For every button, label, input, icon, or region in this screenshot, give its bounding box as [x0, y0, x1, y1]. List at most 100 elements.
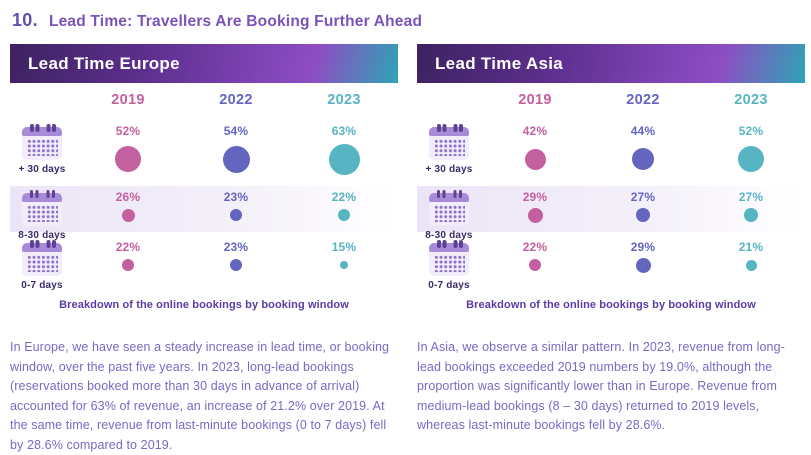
bubble — [744, 208, 758, 222]
bubble — [328, 143, 360, 175]
bubble — [230, 209, 242, 221]
value-cell: 29% — [481, 190, 589, 226]
value-cell: 15% — [290, 240, 398, 276]
bubble-box — [121, 204, 135, 226]
bubble-box — [230, 254, 242, 276]
calendar-rings — [30, 124, 34, 132]
bubble — [632, 148, 654, 170]
bubble — [340, 261, 348, 269]
panel-asia-header: Lead Time Asia — [417, 44, 805, 83]
bubble — [745, 259, 757, 271]
row-label: 0-7 days — [21, 280, 63, 291]
calendar-grid — [433, 205, 465, 222]
row-label-cell: + 30 days — [18, 124, 65, 175]
value-cell: 21% — [697, 240, 805, 276]
row-0-7-days: 0-7 days 22% 29% 21% — [417, 232, 805, 291]
bubble — [115, 146, 141, 172]
europe-paragraph: In Europe, we have seen a steady increas… — [10, 340, 390, 452]
calendar-grid — [26, 205, 58, 222]
year-label-2019: 2019 — [111, 92, 145, 108]
row-label-cell: 0-7 days — [428, 240, 470, 291]
bubble-box — [527, 204, 543, 226]
bubble — [529, 259, 541, 271]
percentage-label: 29% — [630, 240, 656, 254]
bubble-box — [744, 204, 758, 226]
year-label-2023: 2023 — [327, 92, 361, 108]
calendar-icon — [22, 240, 62, 276]
percentage-label: 29% — [522, 190, 548, 204]
percentage-label: 23% — [223, 190, 249, 204]
percentage-label: 22% — [115, 240, 141, 254]
value-cell: 44% — [589, 124, 697, 180]
percentage-label: 27% — [738, 190, 764, 204]
panel-europe-title: Lead Time Europe — [28, 53, 180, 73]
value-cell: 27% — [589, 190, 697, 226]
row-label: 8-30 days — [18, 230, 66, 241]
bubble-box — [122, 254, 134, 276]
calendar-icon — [428, 190, 469, 226]
value-cell: 27% — [697, 190, 805, 226]
panel-asia-title: Lead Time Asia — [435, 53, 563, 73]
page-title: Lead Time: Travellers Are Booking Furthe… — [48, 13, 423, 30]
panel-europe-header: Lead Time Europe — [10, 44, 398, 83]
bubble — [738, 146, 764, 172]
percentage-label: 63% — [331, 124, 357, 138]
bubble — [636, 208, 650, 222]
calendar-grid — [434, 139, 465, 156]
row-label-cell: 8-30 days — [18, 190, 65, 241]
row-plus-30-days: + 30 days 52% 54% 63% — [10, 120, 398, 186]
percentage-label: 27% — [630, 190, 656, 204]
calendar-icon — [21, 190, 62, 226]
value-cell: 22% — [290, 190, 398, 226]
year-label-2022: 2022 — [219, 92, 253, 108]
row-8-30-days: 8-30 days 29% 27% 27% — [417, 186, 805, 241]
value-cell: 23% — [182, 240, 290, 276]
percentage-label: 44% — [630, 124, 656, 138]
asia-paragraph: In Asia, we observe a similar pattern. I… — [417, 340, 785, 432]
bubble-box — [338, 204, 350, 226]
row-plus-30-days: + 30 days 42% 44% 52% — [417, 120, 805, 186]
percentage-label: 22% — [331, 190, 357, 204]
calendar-rings — [437, 240, 441, 248]
calendar-rings — [436, 190, 441, 198]
percentage-label: 22% — [522, 240, 548, 254]
bubble — [222, 145, 250, 173]
bubble — [122, 259, 134, 271]
calendar-rings — [30, 240, 34, 248]
percentage-label: 23% — [223, 240, 249, 254]
bubble-box — [738, 138, 764, 180]
value-cell: 23% — [182, 190, 290, 226]
bubble — [338, 209, 350, 221]
bubble — [230, 259, 242, 271]
bubble — [121, 208, 135, 222]
calendar-icon — [429, 124, 469, 160]
panel-europe: Lead Time Europe 2019 2022 2023 + 30 day… — [10, 44, 398, 455]
bubble-box — [115, 138, 141, 180]
row-0-7-days: 0-7 days 22% 23% 15% — [10, 232, 398, 291]
year-label-2023: 2023 — [734, 92, 768, 108]
panel-asia: Lead Time Asia 2019 2022 2023 + 30 days … — [417, 44, 805, 455]
bubble-box — [230, 204, 242, 226]
value-cell: 42% — [481, 124, 589, 180]
bubble — [524, 148, 546, 170]
bubble — [635, 257, 651, 273]
bubble-box — [524, 138, 546, 180]
row-label: + 30 days — [425, 164, 473, 175]
bubble — [527, 207, 543, 223]
percentage-label: 26% — [115, 190, 141, 204]
value-cell: 54% — [182, 124, 290, 180]
row-label: + 30 days — [18, 164, 66, 175]
panels-container: Lead Time Europe 2019 2022 2023 + 30 day… — [10, 44, 805, 455]
value-cell: 29% — [589, 240, 697, 276]
bubble-box — [340, 254, 348, 276]
page-heading: 10. Lead Time: Travellers Are Booking Fu… — [12, 10, 805, 31]
row-label-cell: 8-30 days — [425, 190, 472, 241]
percentage-label: 21% — [738, 240, 764, 254]
percentage-label: 52% — [115, 124, 141, 138]
bubble-box — [632, 138, 654, 180]
year-label-2022: 2022 — [626, 92, 660, 108]
value-cell: 26% — [74, 190, 182, 226]
calendar-icon — [22, 124, 62, 160]
percentage-label: 42% — [522, 124, 548, 138]
calendar-grid — [434, 255, 465, 272]
